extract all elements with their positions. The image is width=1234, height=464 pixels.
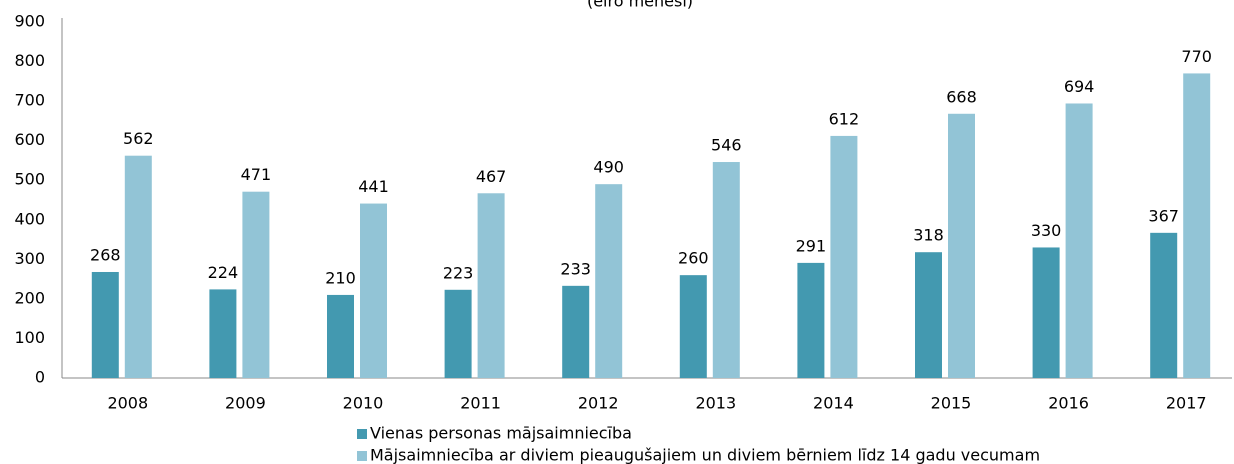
x-tick-label: 2017	[1166, 394, 1207, 413]
bar	[797, 262, 825, 378]
bar	[679, 275, 707, 378]
value-label: 318	[913, 226, 944, 245]
legend-label: Vienas personas mājsaimniecība	[370, 424, 632, 443]
x-tick-label: 2013	[695, 394, 736, 413]
bar	[124, 155, 152, 378]
y-tick-label: 600	[14, 130, 45, 149]
y-tick-label: 500	[14, 170, 45, 189]
x-tick-label: 2015	[931, 394, 972, 413]
y-tick-label: 400	[14, 209, 45, 228]
value-label: 233	[560, 259, 591, 278]
bar	[1183, 73, 1211, 378]
x-tick-label: 2008	[107, 394, 148, 413]
value-label: 260	[678, 249, 709, 268]
value-label: 490	[593, 158, 624, 177]
legend-swatch	[357, 429, 367, 439]
bar	[915, 252, 942, 378]
bar	[948, 113, 975, 378]
x-tick-label: 2011	[460, 394, 501, 413]
y-tick-label: 200	[14, 288, 45, 307]
bar	[91, 271, 119, 378]
y-tick-label: 100	[14, 328, 45, 347]
value-label: 223	[443, 263, 474, 282]
value-label: 291	[796, 236, 827, 255]
bar	[595, 184, 623, 378]
value-label: 467	[476, 167, 507, 186]
bar	[209, 289, 237, 378]
value-label: 668	[946, 87, 977, 106]
bar	[444, 289, 472, 378]
x-tick-label: 2014	[813, 394, 854, 413]
bar	[562, 285, 590, 378]
value-label: 562	[123, 129, 154, 148]
y-tick-label: 700	[14, 91, 45, 110]
bar	[1065, 103, 1093, 379]
y-tick-label: 300	[14, 249, 45, 268]
x-tick-label: 2012	[578, 394, 619, 413]
bar	[1032, 247, 1060, 378]
value-label: 224	[208, 263, 239, 282]
value-label: 367	[1148, 206, 1179, 225]
bar	[477, 193, 505, 378]
value-label: 770	[1181, 47, 1212, 66]
chart-subtitle: (eiro mēnesī)	[587, 0, 693, 11]
bar	[360, 203, 387, 378]
bar	[1150, 232, 1178, 378]
y-tick-label: 900	[14, 12, 45, 31]
y-tick-label: 0	[35, 368, 45, 387]
value-label: 268	[90, 245, 121, 264]
value-label: 612	[829, 109, 860, 128]
value-label: 694	[1064, 77, 1095, 96]
bar	[712, 162, 740, 378]
x-tick-label: 2010	[343, 394, 384, 413]
value-label: 210	[325, 268, 356, 287]
bar	[327, 294, 354, 378]
x-tick-label: 2009	[225, 394, 266, 413]
value-label: 330	[1031, 221, 1062, 240]
legend-label: Mājsaimniecība ar diviem pieaugušajiem u…	[370, 446, 1040, 464]
value-label: 546	[711, 136, 742, 155]
bar	[242, 191, 270, 378]
y-tick-label: 800	[14, 51, 45, 70]
value-label: 441	[358, 177, 389, 196]
x-tick-label: 2016	[1048, 394, 1089, 413]
value-label: 471	[241, 165, 272, 184]
legend-swatch	[357, 451, 367, 461]
bar	[830, 135, 858, 378]
